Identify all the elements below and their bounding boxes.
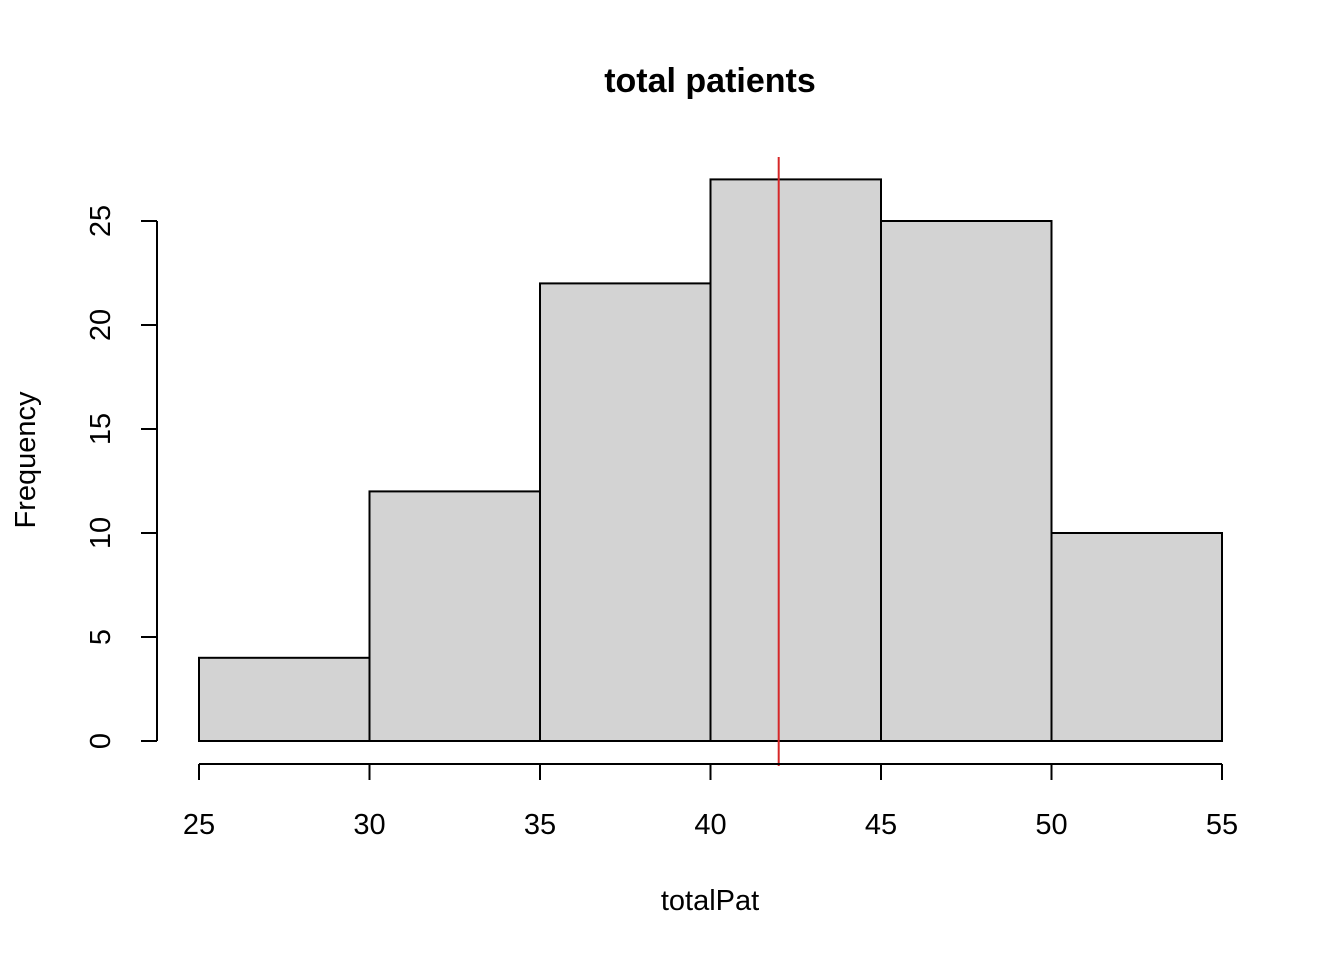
histogram-bar-45-50 <box>880 220 1053 742</box>
histogram-bar-40-45 <box>709 178 882 742</box>
x-tick-label-35: 35 <box>524 809 556 841</box>
y-tick-label-10: 10 <box>85 517 117 549</box>
x-tick-label-45: 45 <box>865 809 897 841</box>
x-tick-label-40: 40 <box>694 809 726 841</box>
y-tick-label-20: 20 <box>85 309 117 341</box>
histogram-bar-25-30 <box>198 656 371 742</box>
y-axis-label: Frequency <box>10 391 42 529</box>
x-tick-label-30: 30 <box>353 809 385 841</box>
y-axis: 0 5 10 15 20 25 <box>85 205 158 749</box>
histogram-bar-35-40 <box>539 282 712 742</box>
bars-group <box>198 178 1223 742</box>
histogram-bar-50-55 <box>1050 532 1223 742</box>
x-axis: 25 30 35 40 45 50 55 <box>183 763 1238 841</box>
chart-title: total patients <box>604 62 816 100</box>
histogram-bar-30-35 <box>368 490 541 742</box>
x-axis-label: totalPat <box>661 885 759 917</box>
x-tick-label-55: 55 <box>1206 809 1238 841</box>
y-tick-label-25: 25 <box>85 205 117 237</box>
y-tick-label-5: 5 <box>85 629 117 645</box>
x-tick-label-50: 50 <box>1035 809 1067 841</box>
x-tick-label-25: 25 <box>183 809 215 841</box>
y-tick-label-0: 0 <box>85 733 117 749</box>
y-tick-label-15: 15 <box>85 413 117 445</box>
